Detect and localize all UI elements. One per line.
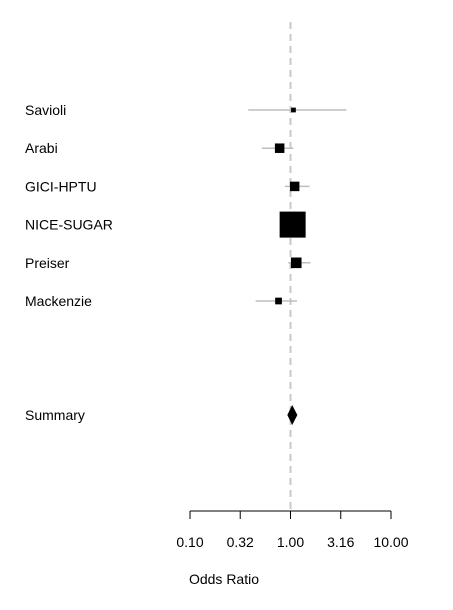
point-estimate-marker	[289, 181, 300, 192]
study-row: Mackenzie	[25, 293, 297, 309]
study-label: Mackenzie	[25, 293, 92, 309]
study-row: Arabi	[25, 140, 294, 156]
study-row: Preiser	[25, 255, 311, 271]
x-axis-label: Odds Ratio	[189, 571, 259, 587]
x-axis-ticks: 0.10 0.32 1.00 3.16 10.00	[176, 511, 409, 550]
study-row: GICI-HPTU	[25, 178, 310, 194]
study-label: Arabi	[25, 140, 58, 156]
x-tick-label: 10.00	[373, 534, 408, 550]
study-label: Preiser	[25, 255, 70, 271]
summary-label: Summary	[25, 407, 85, 423]
study-label: NICE-SUGAR	[25, 217, 113, 233]
x-axis: 0.10 0.32 1.00 3.16 10.00	[176, 510, 409, 550]
x-tick-label: 0.10	[176, 534, 203, 550]
study-row: Savioli	[25, 102, 347, 118]
study-rows: Savioli Arabi GICI-HPTU NICE-SUGAR Preiser Ma…	[25, 102, 347, 309]
point-estimate-marker	[275, 297, 282, 305]
x-tick-label: 3.16	[327, 534, 354, 550]
point-estimate-marker	[291, 107, 296, 113]
study-label: Savioli	[25, 102, 66, 118]
study-label: GICI-HPTU	[25, 178, 97, 194]
point-estimate-marker	[274, 143, 285, 153]
summary-row: Summary	[25, 405, 298, 425]
summary-diamond	[287, 405, 298, 425]
point-estimate-marker	[279, 211, 306, 238]
point-estimate-marker	[290, 257, 302, 269]
x-tick-label: 0.32	[227, 534, 254, 550]
study-row: NICE-SUGAR	[25, 211, 306, 238]
x-tick-label: 1.00	[277, 534, 304, 550]
